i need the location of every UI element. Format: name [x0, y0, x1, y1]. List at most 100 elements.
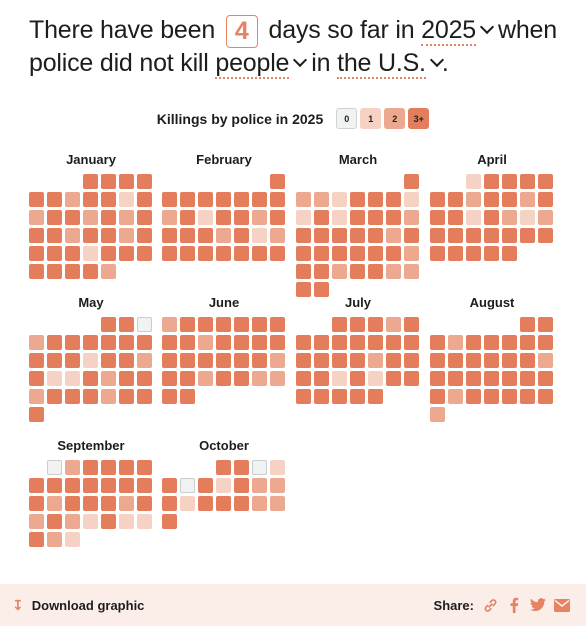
- day-cell[interactable]: [137, 496, 152, 511]
- chevron-down-icon[interactable]: [479, 19, 495, 35]
- day-cell[interactable]: [47, 246, 62, 261]
- day-cell[interactable]: [137, 514, 152, 529]
- day-cell[interactable]: [119, 353, 134, 368]
- day-cell[interactable]: [332, 389, 347, 404]
- day-cell[interactable]: [137, 210, 152, 225]
- day-cell[interactable]: [198, 478, 213, 493]
- region-select[interactable]: the U.S.: [337, 49, 426, 79]
- day-cell[interactable]: [101, 353, 116, 368]
- day-cell[interactable]: [216, 371, 231, 386]
- day-cell[interactable]: [234, 317, 249, 332]
- day-cell[interactable]: [83, 264, 98, 279]
- day-cell[interactable]: [448, 353, 463, 368]
- day-cell[interactable]: [137, 192, 152, 207]
- day-cell[interactable]: [270, 192, 285, 207]
- day-cell[interactable]: [198, 353, 213, 368]
- day-cell[interactable]: [296, 264, 311, 279]
- day-cell[interactable]: [47, 264, 62, 279]
- day-cell[interactable]: [162, 496, 177, 511]
- day-cell[interactable]: [332, 371, 347, 386]
- day-cell[interactable]: [29, 478, 44, 493]
- twitter-icon[interactable]: [530, 597, 546, 613]
- day-cell[interactable]: [270, 478, 285, 493]
- day-cell[interactable]: [65, 389, 80, 404]
- day-cell[interactable]: [29, 353, 44, 368]
- day-cell[interactable]: [466, 210, 481, 225]
- day-cell[interactable]: [484, 228, 499, 243]
- day-cell[interactable]: [466, 192, 481, 207]
- day-cell[interactable]: [119, 317, 134, 332]
- day-cell[interactable]: [47, 460, 62, 475]
- day-cell[interactable]: [234, 353, 249, 368]
- day-cell[interactable]: [404, 353, 419, 368]
- day-cell[interactable]: [198, 210, 213, 225]
- day-cell[interactable]: [198, 228, 213, 243]
- day-cell[interactable]: [65, 532, 80, 547]
- day-cell[interactable]: [332, 192, 347, 207]
- day-cell[interactable]: [314, 192, 329, 207]
- day-cell[interactable]: [137, 317, 152, 332]
- day-cell[interactable]: [350, 335, 365, 350]
- day-cell[interactable]: [101, 317, 116, 332]
- day-cell[interactable]: [368, 210, 383, 225]
- day-cell[interactable]: [83, 246, 98, 261]
- day-cell[interactable]: [180, 389, 195, 404]
- day-cell[interactable]: [83, 192, 98, 207]
- day-cell[interactable]: [448, 228, 463, 243]
- day-cell[interactable]: [430, 353, 445, 368]
- day-cell[interactable]: [83, 210, 98, 225]
- facebook-icon[interactable]: [506, 597, 522, 613]
- day-cell[interactable]: [484, 335, 499, 350]
- day-cell[interactable]: [252, 496, 267, 511]
- day-cell[interactable]: [270, 460, 285, 475]
- day-cell[interactable]: [162, 246, 177, 261]
- day-cell[interactable]: [502, 353, 517, 368]
- day-cell[interactable]: [83, 389, 98, 404]
- day-cell[interactable]: [466, 371, 481, 386]
- day-cell[interactable]: [386, 264, 401, 279]
- day-cell[interactable]: [162, 371, 177, 386]
- day-cell[interactable]: [332, 210, 347, 225]
- day-cell[interactable]: [368, 264, 383, 279]
- day-cell[interactable]: [65, 335, 80, 350]
- day-cell[interactable]: [386, 335, 401, 350]
- day-cell[interactable]: [83, 460, 98, 475]
- day-cell[interactable]: [466, 389, 481, 404]
- day-cell[interactable]: [350, 264, 365, 279]
- day-cell[interactable]: [296, 210, 311, 225]
- day-cell[interactable]: [404, 371, 419, 386]
- day-cell[interactable]: [119, 228, 134, 243]
- day-cell[interactable]: [180, 246, 195, 261]
- day-cell[interactable]: [119, 460, 134, 475]
- day-cell[interactable]: [198, 317, 213, 332]
- day-cell[interactable]: [430, 389, 445, 404]
- day-cell[interactable]: [65, 371, 80, 386]
- day-cell[interactable]: [137, 478, 152, 493]
- day-cell[interactable]: [47, 228, 62, 243]
- day-cell[interactable]: [538, 317, 553, 332]
- day-cell[interactable]: [119, 478, 134, 493]
- day-cell[interactable]: [119, 246, 134, 261]
- day-cell[interactable]: [101, 246, 116, 261]
- day-cell[interactable]: [234, 192, 249, 207]
- day-cell[interactable]: [119, 496, 134, 511]
- day-cell[interactable]: [430, 371, 445, 386]
- day-cell[interactable]: [29, 532, 44, 547]
- day-cell[interactable]: [29, 514, 44, 529]
- day-cell[interactable]: [332, 353, 347, 368]
- chevron-down-icon[interactable]: [293, 52, 308, 68]
- day-cell[interactable]: [404, 264, 419, 279]
- day-cell[interactable]: [520, 317, 535, 332]
- day-cell[interactable]: [270, 210, 285, 225]
- day-cell[interactable]: [198, 371, 213, 386]
- day-cell[interactable]: [484, 371, 499, 386]
- day-cell[interactable]: [430, 228, 445, 243]
- day-cell[interactable]: [386, 246, 401, 261]
- day-cell[interactable]: [484, 192, 499, 207]
- day-cell[interactable]: [386, 371, 401, 386]
- day-cell[interactable]: [538, 335, 553, 350]
- day-cell[interactable]: [386, 228, 401, 243]
- day-cell[interactable]: [332, 246, 347, 261]
- day-cell[interactable]: [83, 353, 98, 368]
- day-cell[interactable]: [137, 335, 152, 350]
